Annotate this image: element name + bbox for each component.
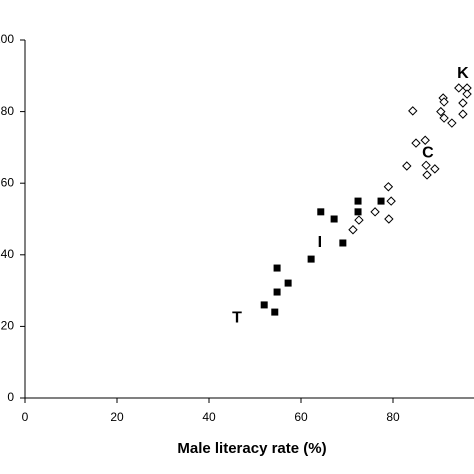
point <box>317 208 325 216</box>
point <box>330 215 338 223</box>
point <box>447 118 457 128</box>
x-tick-label: 0 <box>22 410 29 424</box>
point <box>458 98 468 108</box>
point <box>348 225 358 235</box>
x-tick-label: 80 <box>386 410 400 424</box>
point <box>354 215 364 225</box>
point <box>260 301 268 309</box>
annotation: I <box>318 234 322 251</box>
point <box>384 214 394 224</box>
point <box>454 83 464 93</box>
point <box>377 197 385 205</box>
point <box>354 208 362 216</box>
annotation: K <box>457 65 469 82</box>
point <box>430 164 440 174</box>
point <box>422 170 432 180</box>
point <box>307 255 315 263</box>
point <box>421 160 431 171</box>
point <box>354 197 362 205</box>
x-axis-title: Male literacy rate (%) <box>177 440 326 457</box>
point <box>436 106 446 117</box>
point <box>271 308 279 316</box>
x-tick-label: 60 <box>294 410 308 424</box>
x-tick-label: 40 <box>202 410 216 424</box>
annotation: C <box>422 144 434 161</box>
y-tick-label: 0 <box>7 390 14 404</box>
point <box>273 264 281 272</box>
point <box>411 138 421 148</box>
point <box>439 97 449 107</box>
point <box>386 196 396 206</box>
point <box>439 113 449 123</box>
y-tick-label: 100 <box>0 32 14 46</box>
point <box>284 279 292 287</box>
y-tick-label: 20 <box>1 319 15 333</box>
point <box>339 239 347 247</box>
annotation: T <box>232 309 242 326</box>
y-tick-label: 80 <box>1 104 15 118</box>
point <box>402 161 412 171</box>
point <box>462 89 472 99</box>
point <box>273 288 281 296</box>
x-tick-label: 20 <box>110 410 124 424</box>
y-tick-label: 60 <box>1 175 15 189</box>
point <box>408 106 418 116</box>
y-tick-label: 40 <box>1 247 15 261</box>
point <box>383 182 394 192</box>
point <box>420 135 430 145</box>
point <box>370 207 380 217</box>
point <box>458 109 468 119</box>
